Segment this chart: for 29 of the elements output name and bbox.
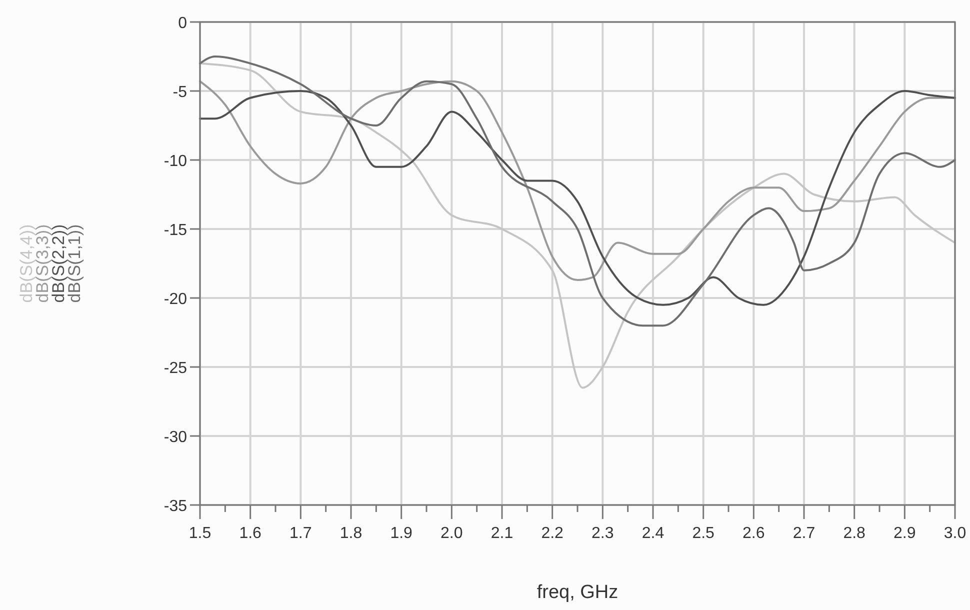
line-series — [199, 80, 956, 282]
x-tick-label: 1.6 — [239, 525, 262, 542]
x-tick-label: 2.6 — [742, 525, 765, 542]
x-tick-label: 2.5 — [692, 525, 715, 542]
y-tick-label: -35 — [164, 498, 188, 515]
y-tick-label: 0 — [178, 15, 188, 32]
text: dB(S(4,4)) — [17, 224, 36, 303]
y-tick-label: -30 — [164, 429, 188, 446]
x-tick-label: 2.2 — [541, 525, 564, 542]
x-tick-label: 2.1 — [490, 525, 514, 542]
x-tick-label: 1.9 — [390, 525, 413, 542]
y-tick-label: -5 — [172, 84, 188, 101]
x-tick-label: 1.8 — [340, 525, 362, 542]
x-tick-label: 2.0 — [440, 525, 463, 542]
x-tick-label: 1.7 — [290, 525, 312, 542]
x-tick-label: 2.8 — [843, 525, 866, 542]
line-series — [199, 62, 956, 389]
y-tick-label: -25 — [164, 360, 188, 377]
x-tick-label: 2.7 — [792, 525, 816, 542]
x-tick-label: 3.0 — [944, 525, 966, 542]
x-tick-label: 1.5 — [188, 525, 212, 542]
y-tick-label: -15 — [164, 222, 188, 239]
x-tick-label: 2.3 — [592, 525, 614, 542]
line-series — [199, 90, 956, 306]
x-tick-label: 2.4 — [642, 525, 664, 542]
x-axis-title: freq, GHz — [536, 582, 618, 603]
y-tick-label: -10 — [164, 153, 188, 170]
y-tick-label: -20 — [164, 291, 188, 308]
x-tick-label: 2.9 — [894, 525, 916, 542]
